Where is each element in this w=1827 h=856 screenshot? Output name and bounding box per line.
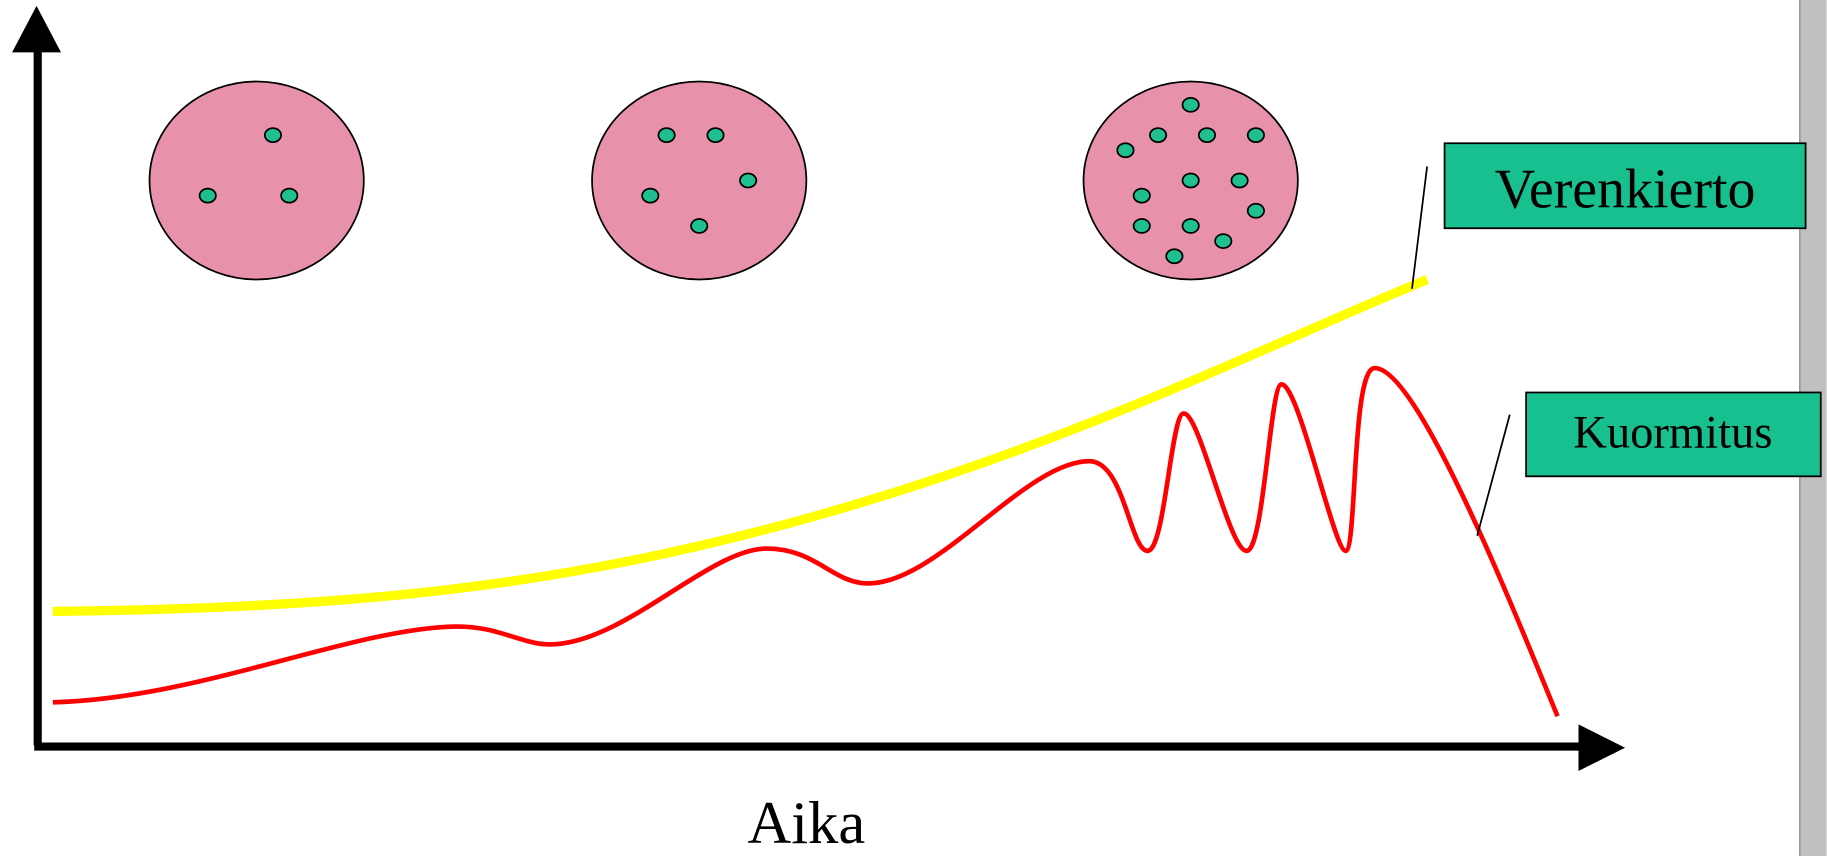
- particle: [1248, 204, 1264, 218]
- particle: [265, 128, 281, 142]
- particle: [658, 128, 674, 142]
- particle: [1248, 128, 1264, 142]
- circulation-label: Verenkierto: [1495, 158, 1756, 220]
- particle: [691, 219, 707, 233]
- particle: [707, 128, 723, 142]
- particle: [1231, 174, 1247, 188]
- particle: [1183, 174, 1199, 188]
- particle: [740, 174, 756, 188]
- diagram: Verenkierto Kuormitus Aika: [0, 0, 1827, 856]
- particle: [200, 189, 216, 203]
- particle: [281, 189, 297, 203]
- particle: [1150, 128, 1166, 142]
- particle: [1117, 143, 1133, 157]
- particle: [1183, 219, 1199, 233]
- x-axis-label: Aika: [748, 790, 866, 856]
- particle: [1134, 189, 1150, 203]
- particle: [1183, 98, 1199, 112]
- particle: [642, 189, 658, 203]
- particle: [1166, 249, 1182, 263]
- page: Verenkierto Kuormitus Aika (() => { cons…: [0, 0, 1827, 856]
- particle: [1215, 234, 1231, 248]
- particle: [1199, 128, 1215, 142]
- particle: [1134, 219, 1150, 233]
- cell: [592, 82, 806, 280]
- cell: [150, 82, 364, 280]
- cells: [150, 82, 1298, 280]
- load-label: Kuormitus: [1573, 406, 1772, 458]
